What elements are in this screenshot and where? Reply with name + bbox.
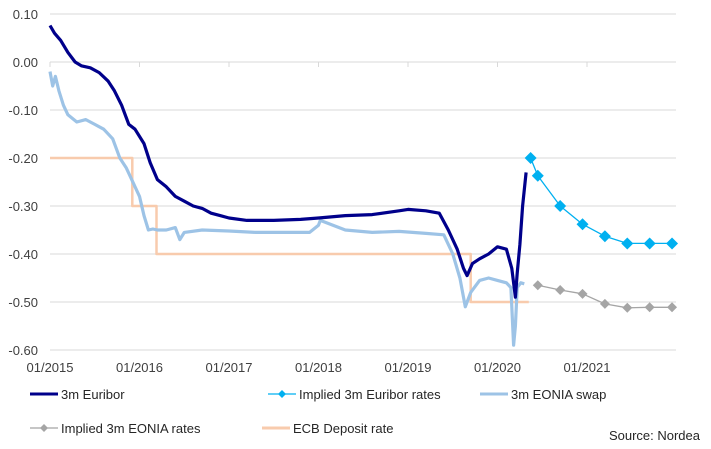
data-point-implied-3m-eonia-rates xyxy=(622,302,633,313)
y-tick-label: 0.00 xyxy=(13,55,38,70)
data-point-implied-3m-euribor-rates xyxy=(524,152,537,164)
x-tick-label: 01/2021 xyxy=(564,360,611,375)
legend-label: 3m EONIA swap xyxy=(511,387,606,402)
legend-marker xyxy=(278,390,286,398)
legend-item: Implied 3m Euribor rates xyxy=(268,387,441,402)
legend-marker xyxy=(40,424,48,432)
legend-label: Implied 3m Euribor rates xyxy=(299,387,441,402)
x-tick-label: 01/2016 xyxy=(116,360,163,375)
x-tick-label: 01/2018 xyxy=(295,360,342,375)
legend-label: ECB Deposit rate xyxy=(293,421,393,436)
x-tick-label: 01/2017 xyxy=(206,360,253,375)
data-point-implied-3m-euribor-rates xyxy=(643,237,656,250)
y-tick-label: 0.10 xyxy=(13,7,38,22)
series-line-implied-3m-euribor-rates xyxy=(529,157,672,245)
data-point-implied-3m-eonia-rates xyxy=(667,302,678,313)
x-tick-label: 01/2020 xyxy=(474,360,521,375)
y-tick-label: -0.60 xyxy=(8,343,38,358)
legend-label: 3m Euribor xyxy=(61,387,125,402)
legend-label: Implied 3m EONIA rates xyxy=(61,421,201,436)
y-tick-label: -0.10 xyxy=(8,103,38,118)
data-point-implied-3m-euribor-rates xyxy=(554,200,567,212)
x-axis: 01/2015 01/2016 01/2017 01/2018 01/2019 01/20… xyxy=(27,360,611,375)
y-axis: 0.10 0.00 -0.10 -0.20 -0.30 -0.40 -0.50 -0.60 xyxy=(8,7,38,358)
legend: 3m Euribor Implied 3m Euribor rates 3m EON… xyxy=(30,387,606,436)
data-point-implied-3m-eonia-rates xyxy=(577,288,588,299)
legend-item: Implied 3m EONIA rates xyxy=(30,421,201,436)
y-tick-label: -0.50 xyxy=(8,295,38,310)
series-group xyxy=(48,24,679,347)
x-tick-label: 01/2015 xyxy=(27,360,74,375)
y-tick-label: -0.20 xyxy=(8,151,38,166)
data-point-implied-3m-euribor-rates xyxy=(598,230,611,243)
data-point-implied-3m-euribor-rates xyxy=(666,237,679,250)
data-point-implied-3m-eonia-rates xyxy=(644,302,655,313)
data-point-implied-3m-euribor-rates xyxy=(531,169,544,182)
y-tick-label: -0.40 xyxy=(8,247,38,262)
legend-item: ECB Deposit rate xyxy=(262,421,393,436)
data-point-implied-3m-euribor-rates xyxy=(621,237,634,250)
data-point-implied-3m-eonia-rates xyxy=(532,280,543,291)
data-point-implied-3m-euribor-rates xyxy=(576,218,589,231)
data-point-implied-3m-eonia-rates xyxy=(555,285,566,295)
series-line-3m-euribor xyxy=(48,24,528,299)
data-point-implied-3m-eonia-rates xyxy=(599,298,610,309)
gridlines xyxy=(49,13,676,351)
y-tick-label: -0.30 xyxy=(8,199,38,214)
x-tick-label: 01/2019 xyxy=(385,360,432,375)
source-note: Source: Nordea xyxy=(609,428,701,443)
legend-item: 3m Euribor xyxy=(30,387,125,402)
series-line-ecb-deposit-rate xyxy=(50,156,529,304)
legend-item: 3m EONIA swap xyxy=(480,387,606,402)
series-line-3m-eonia-swap xyxy=(48,71,525,347)
